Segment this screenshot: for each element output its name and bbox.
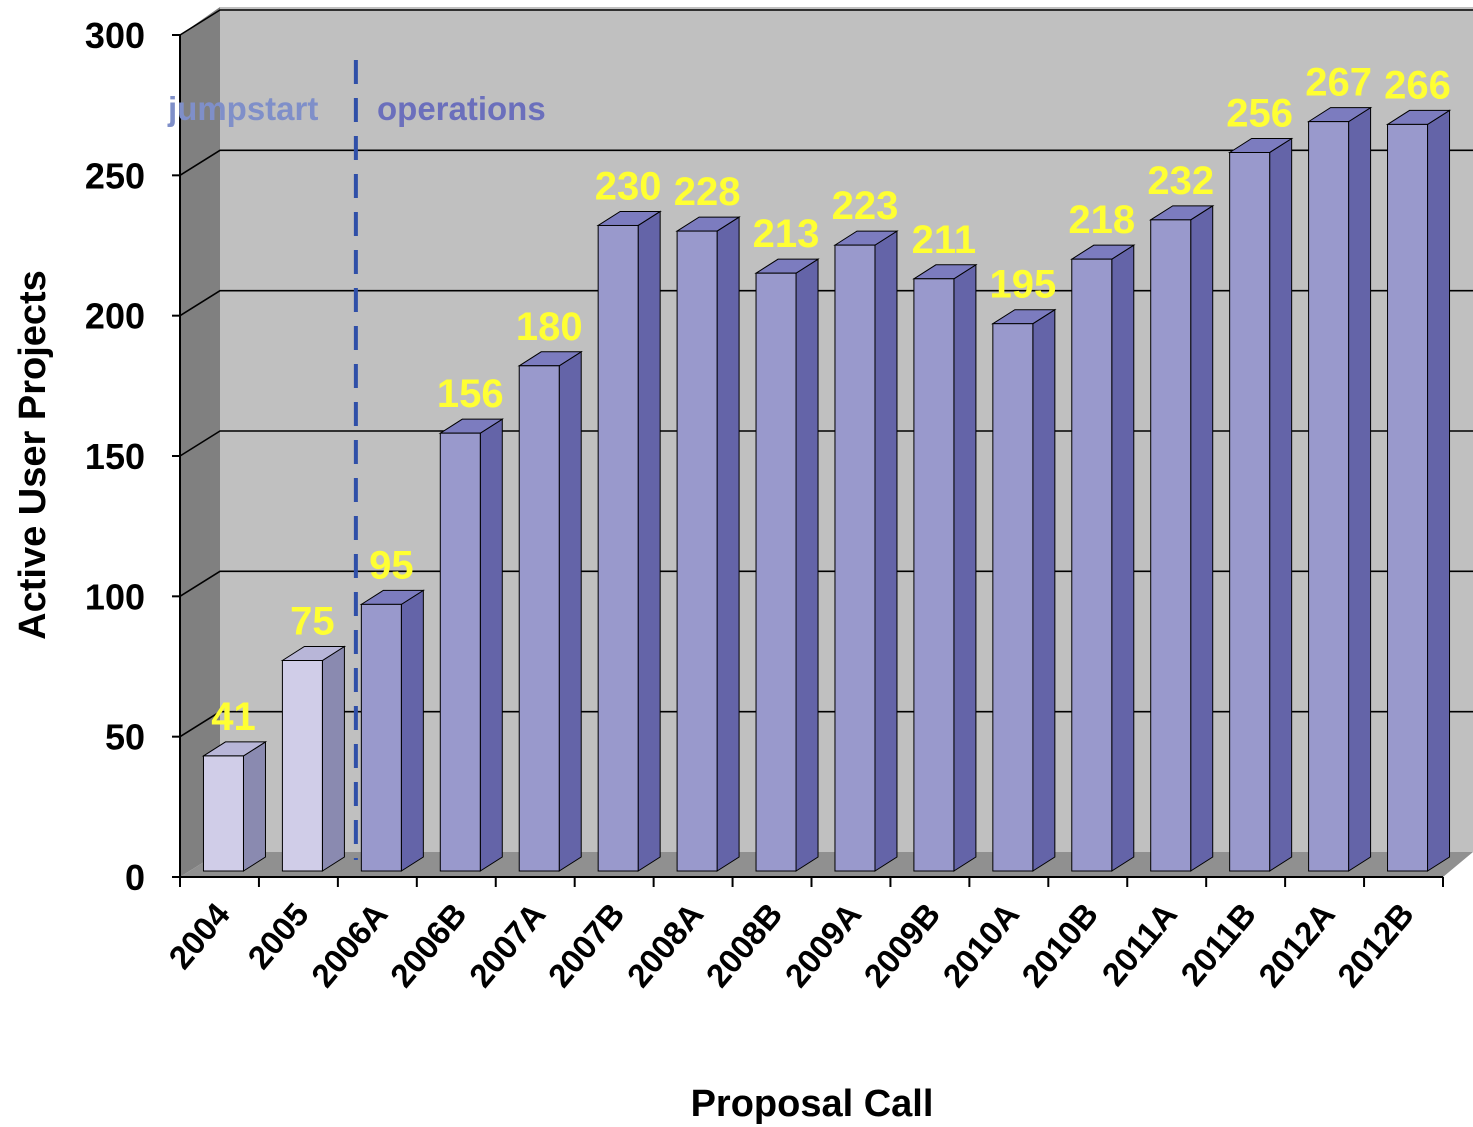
- bar-front: [1071, 258, 1113, 872]
- data-label: 95: [369, 543, 414, 587]
- x-tick-label: 2012A: [1251, 896, 1342, 994]
- x-tick-label: 2006A: [304, 896, 395, 994]
- bar-side: [637, 210, 661, 872]
- bar-side: [558, 350, 582, 872]
- chart-floor: [180, 852, 1473, 877]
- bar-side: [716, 216, 740, 872]
- bars: [201, 106, 1452, 872]
- bar-front: [1229, 151, 1271, 872]
- bar-front: [439, 432, 481, 872]
- x-tick-label: 2011A: [1094, 896, 1184, 993]
- data-label: 256: [1226, 91, 1293, 135]
- bar-front: [202, 755, 244, 872]
- bar-front: [1308, 121, 1350, 872]
- bar: [833, 230, 899, 872]
- x-tick-label: 2010A: [935, 896, 1026, 994]
- x-tick-label: 2009B: [856, 896, 947, 994]
- gridline: [179, 289, 1473, 317]
- bar: [1149, 204, 1215, 872]
- x-tick-label: 2004: [161, 895, 237, 976]
- x-tick-label: 2011B: [1173, 896, 1263, 993]
- data-labels: 41 75 95 156 180 230 228 213 223 211 195 218 232 256 2…: [211, 61, 1451, 739]
- bar: [912, 263, 978, 872]
- bar-front: [755, 272, 797, 872]
- data-label: 223: [832, 184, 899, 228]
- y-tick-label: 0: [125, 857, 145, 898]
- bar-front: [518, 365, 560, 872]
- data-label: 266: [1384, 63, 1451, 107]
- bar-side: [321, 645, 345, 872]
- bar: [201, 741, 268, 872]
- region-label-jumpstart: jumpstart: [167, 90, 318, 127]
- bar: [280, 645, 347, 872]
- data-label: 228: [674, 170, 741, 214]
- bar: [675, 216, 741, 872]
- x-axis-title: Proposal Call: [691, 1083, 934, 1125]
- y-tick-label: 250: [85, 155, 145, 196]
- x-tick-label: 2009A: [777, 896, 868, 994]
- bar: [1227, 137, 1294, 872]
- bar-side: [1427, 109, 1451, 872]
- bar-front: [281, 660, 323, 872]
- y-tick-label: 150: [85, 436, 145, 477]
- data-label: 75: [290, 600, 335, 644]
- bar-side: [1111, 244, 1135, 872]
- bar-front: [913, 278, 955, 872]
- x-tick-label: 2010B: [1014, 896, 1105, 994]
- y-axis-title: Active User Projects: [12, 270, 54, 640]
- bar-front: [834, 244, 876, 872]
- data-label: 156: [437, 372, 504, 416]
- y-tick-label: 300: [85, 15, 145, 56]
- bar-front: [597, 224, 639, 872]
- data-label: 195: [989, 263, 1056, 307]
- bar-side: [953, 263, 977, 872]
- x-tick-label: 2005: [240, 896, 316, 976]
- bar-side: [242, 741, 266, 872]
- data-label: 232: [1147, 159, 1214, 203]
- x-tick-label: 2012B: [1330, 896, 1421, 994]
- bar-side: [1032, 308, 1056, 872]
- bar-front: [676, 230, 718, 872]
- bar: [438, 418, 504, 872]
- bar-side: [1190, 204, 1214, 872]
- data-label: 211: [912, 218, 977, 262]
- data-label: 267: [1305, 61, 1372, 105]
- x-tick-label: 2008B: [699, 896, 790, 994]
- bar-front: [992, 323, 1034, 872]
- x-tick-label: 2008A: [620, 896, 711, 994]
- x-tick-label: 2007A: [462, 896, 553, 994]
- data-label: 213: [753, 212, 820, 256]
- bar-side: [400, 589, 424, 872]
- bar: [1306, 106, 1373, 872]
- bar: [517, 350, 583, 872]
- bar-side: [874, 230, 898, 872]
- y-tick-label: 200: [85, 296, 145, 337]
- region-label-operations: operations: [377, 90, 546, 127]
- data-label: 180: [516, 305, 583, 349]
- chart-side-wall: [180, 7, 220, 877]
- bar-side: [1269, 137, 1293, 872]
- bar: [1070, 244, 1136, 872]
- data-label: 218: [1068, 198, 1135, 242]
- bar: [1385, 109, 1452, 872]
- bar: [359, 589, 426, 872]
- y-tick-label: 100: [85, 576, 145, 617]
- bar-side: [479, 418, 503, 872]
- bar: [991, 308, 1057, 872]
- bar-front: [1387, 123, 1429, 872]
- bar-side: [1348, 106, 1372, 872]
- data-label: 230: [595, 164, 662, 208]
- y-tick-label: 50: [105, 717, 145, 758]
- data-label: 41: [211, 695, 256, 739]
- bar-front: [360, 603, 402, 872]
- x-tick-label: 2006B: [383, 896, 474, 994]
- bar-side: [795, 258, 819, 872]
- gridline: [179, 9, 1473, 36]
- bar-front: [1150, 219, 1192, 872]
- x-tick-label: 2007B: [541, 896, 632, 994]
- bar: [754, 258, 820, 872]
- gridline: [179, 149, 1473, 177]
- bar: [596, 210, 662, 872]
